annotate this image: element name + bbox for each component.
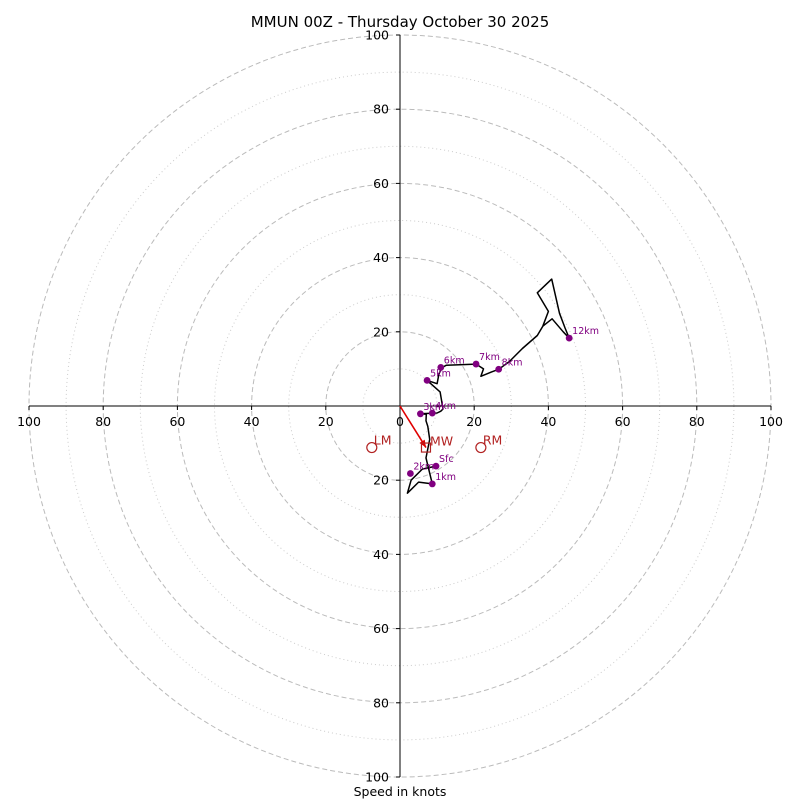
storm-motion-label: LM <box>374 433 392 448</box>
height-marker <box>428 480 436 488</box>
height-marker <box>423 377 431 384</box>
y-tick-label: 100 <box>365 770 389 785</box>
height-marker <box>437 364 445 371</box>
height-marker-label: 3km <box>423 402 444 413</box>
height-marker <box>495 365 503 373</box>
y-tick-label: 80 <box>373 102 389 117</box>
height-marker-label: 4km <box>435 401 456 412</box>
tick-labels: 100 80 60 40 20 0 20 40 60 80 100 20 40 60 80 100 20 40 60… <box>17 28 783 785</box>
x-tick-label: 20 <box>318 414 334 429</box>
height-marker-label: 12km <box>572 326 599 337</box>
x-tick-label: 80 <box>95 414 111 429</box>
x-tick-label: 40 <box>540 414 556 429</box>
height-marker-label: 1km <box>435 472 456 483</box>
height-marker-label: 8km <box>502 357 523 368</box>
height-marker <box>417 410 424 418</box>
height-marker-label: 2km <box>413 462 434 473</box>
height-marker <box>406 470 414 477</box>
storm-motion-marker <box>366 441 378 454</box>
mean-wind-marker <box>420 442 432 453</box>
height-marker <box>565 334 573 342</box>
height-marker-label: 6km <box>444 355 465 366</box>
chart-title: MMUN 00Z - Thursday October 30 2025 <box>251 13 550 31</box>
y-tick-label: 100 <box>365 28 389 43</box>
y-tick-label: 20 <box>373 324 389 339</box>
x-tick-label: 80 <box>689 414 705 429</box>
height-marker <box>472 360 480 368</box>
x-tick-label: 0 <box>396 414 404 429</box>
x-tick-label: 20 <box>466 414 482 429</box>
mean-wind-vector <box>399 405 427 448</box>
x-tick-label: 60 <box>169 414 185 429</box>
height-marker-label: 7km <box>479 352 500 363</box>
height-marker <box>428 409 436 417</box>
x-axis-label: Speed in knots <box>354 784 447 799</box>
height-marker-label: Sfc <box>439 454 454 465</box>
y-tick-label: 60 <box>373 176 389 191</box>
y-tick-label: 40 <box>373 547 389 562</box>
storm-motion-label: MW <box>430 434 453 449</box>
storm-motion-marker <box>475 441 487 454</box>
x-tick-label: 60 <box>615 414 631 429</box>
y-tick-label: 60 <box>373 621 389 636</box>
y-tick-label: 40 <box>373 250 389 265</box>
x-tick-label: 100 <box>759 414 783 429</box>
height-marker <box>432 462 440 470</box>
x-tick-label: 100 <box>17 414 41 429</box>
storm-motion-markers: LM MW RM <box>366 433 502 454</box>
y-tick-label: 80 <box>373 695 389 710</box>
x-tick-label: 40 <box>244 414 260 429</box>
storm-motion-label: RM <box>483 433 502 448</box>
height-marker-label: 5km <box>430 368 451 379</box>
y-tick-label: 20 <box>373 473 389 488</box>
